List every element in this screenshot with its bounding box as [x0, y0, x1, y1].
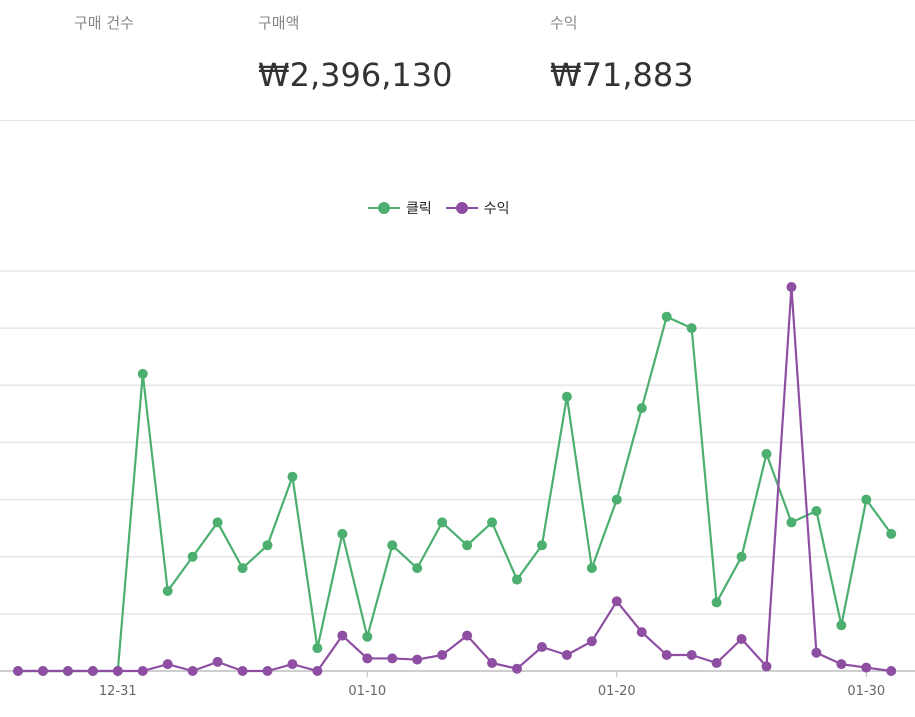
- x-tick-label: 01-20: [598, 684, 636, 699]
- data-point-revenue: [786, 282, 797, 292]
- data-point-revenue: [661, 650, 672, 660]
- data-point-clicks: [861, 494, 872, 505]
- data-point-clicks: [611, 494, 622, 505]
- data-point-revenue: [686, 650, 697, 660]
- legend-label-clicks: 클릭: [406, 201, 432, 217]
- data-point-revenue: [636, 627, 647, 638]
- data-point-clicks: [237, 563, 248, 574]
- data-point-revenue: [512, 663, 522, 674]
- data-point-clicks: [761, 448, 772, 459]
- legend-item-clicks[interactable]: 클릭: [368, 198, 432, 218]
- data-point-clicks: [836, 620, 847, 631]
- x-tick-label: 12-31: [99, 684, 137, 699]
- stat-value: ₩2,396,130: [258, 56, 453, 94]
- data-point-revenue: [811, 647, 822, 658]
- stat-revenue: 수익 ₩71,883: [550, 12, 694, 94]
- data-point-clicks: [811, 506, 822, 516]
- data-point-revenue: [886, 666, 897, 676]
- data-point-clicks: [636, 403, 647, 414]
- data-point-clicks: [187, 551, 198, 562]
- data-point-revenue: [437, 650, 448, 660]
- data-point-revenue: [13, 666, 23, 676]
- data-point-clicks: [886, 528, 897, 539]
- data-point-revenue: [237, 666, 248, 676]
- data-point-clicks: [362, 631, 373, 642]
- data-point-clicks: [512, 574, 522, 585]
- data-point-clicks: [437, 517, 448, 528]
- data-point-revenue: [362, 653, 373, 664]
- data-point-clicks: [661, 311, 672, 322]
- chart-legend: 클릭 수익: [368, 198, 524, 218]
- stat-label: 구매 건수: [74, 14, 134, 32]
- data-point-clicks: [686, 323, 697, 334]
- data-point-clicks: [337, 528, 348, 539]
- data-point-revenue: [162, 659, 173, 670]
- stat-label: 수익: [550, 14, 578, 32]
- series-line-clicks: [18, 315, 893, 673]
- data-point-clicks: [287, 471, 298, 482]
- data-point-revenue: [87, 666, 98, 676]
- data-point-revenue: [462, 630, 473, 641]
- data-point-revenue: [711, 658, 722, 668]
- data-point-revenue: [586, 636, 597, 647]
- data-point-revenue: [836, 659, 847, 670]
- data-point-clicks: [412, 563, 423, 574]
- data-point-revenue: [611, 596, 622, 607]
- data-point-revenue: [536, 642, 547, 652]
- legend-clicks-marker-icon: [368, 202, 400, 214]
- data-point-revenue: [387, 653, 398, 664]
- data-point-clicks: [711, 597, 722, 608]
- data-point-clicks: [387, 540, 398, 551]
- data-point-revenue: [112, 666, 123, 676]
- data-point-clicks: [561, 391, 572, 402]
- stat-purchase-count: 구매 건수: [74, 12, 134, 56]
- header-divider: [0, 120, 915, 121]
- data-point-clicks: [137, 368, 148, 379]
- data-point-clicks: [487, 517, 498, 528]
- data-point-revenue: [736, 634, 747, 644]
- data-point-clicks: [786, 517, 797, 528]
- data-point-clicks: [462, 540, 473, 551]
- data-point-revenue: [337, 630, 348, 641]
- x-tick-label: 01-10: [348, 684, 386, 699]
- data-point-revenue: [62, 666, 73, 676]
- data-point-revenue: [761, 661, 772, 672]
- legend-item-revenue[interactable]: 수익: [445, 198, 510, 218]
- data-point-revenue: [487, 658, 498, 668]
- data-point-revenue: [137, 666, 148, 676]
- data-point-clicks: [262, 540, 273, 551]
- data-point-clicks: [536, 540, 547, 551]
- data-point-revenue: [561, 650, 572, 660]
- data-point-clicks: [212, 517, 223, 528]
- data-point-clicks: [312, 643, 323, 654]
- x-tick-label: 01-30: [847, 684, 885, 699]
- stat-label: 구매액: [258, 14, 300, 32]
- stat-purchase-amount: 구매액 ₩2,396,130: [258, 12, 453, 94]
- data-point-revenue: [287, 659, 298, 670]
- data-point-clicks: [162, 586, 173, 596]
- data-point-revenue: [861, 662, 872, 673]
- data-point-revenue: [37, 666, 48, 676]
- data-point-revenue: [187, 666, 198, 676]
- data-point-clicks: [736, 551, 747, 562]
- data-point-revenue: [312, 666, 323, 676]
- legend-label-revenue: 수익: [483, 201, 510, 217]
- stat-value: ₩71,883: [550, 56, 694, 94]
- legend-revenue-marker-icon: [445, 202, 478, 214]
- data-point-revenue: [412, 654, 423, 665]
- data-point-clicks: [586, 563, 597, 574]
- data-point-revenue: [212, 656, 223, 667]
- data-point-revenue: [262, 666, 273, 676]
